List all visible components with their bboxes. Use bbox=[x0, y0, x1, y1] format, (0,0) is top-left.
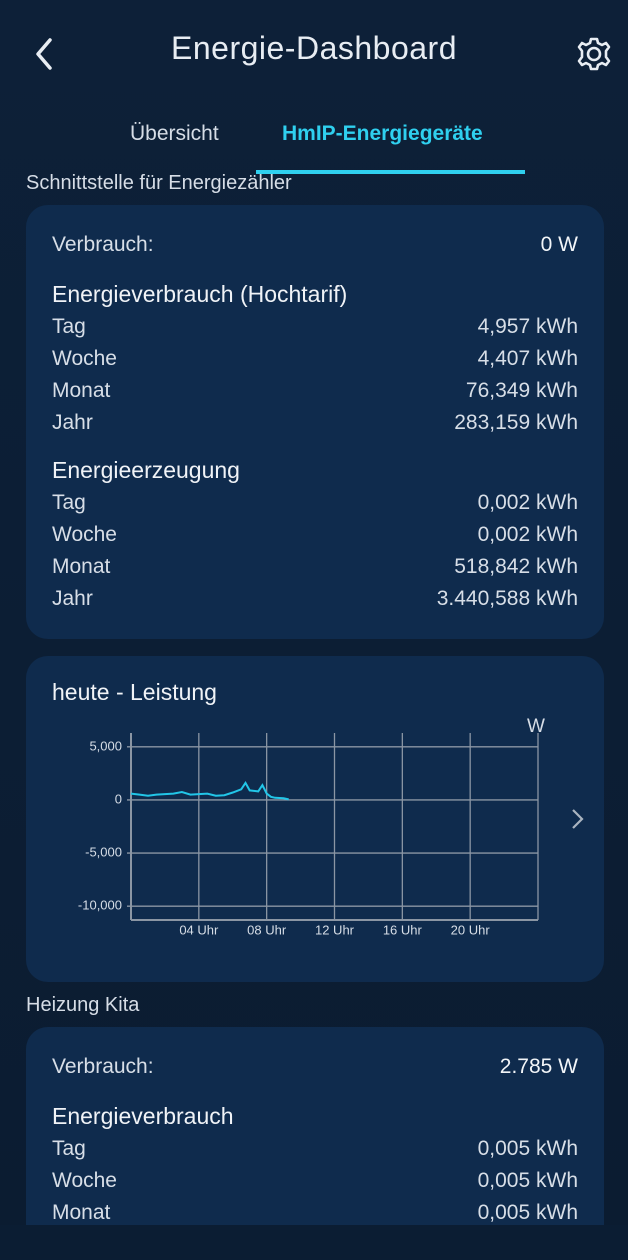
energy-group: Energieverbrauch (Hochtarif) Tag 4,957 kWh… bbox=[52, 277, 578, 439]
energy-row: Woche 4,407 kWh bbox=[52, 343, 578, 375]
group-title: Energieerzeugung bbox=[52, 457, 240, 483]
tab-active[interactable]: HmIP-Energiegeräte bbox=[282, 122, 483, 145]
energy-group: Energieerzeugung Tag 0,002 kWh Woche 0,002 k… bbox=[52, 453, 578, 615]
energy-row: Woche 0,002 kWh bbox=[52, 519, 578, 551]
energy-row: Tag 4,957 kWh bbox=[52, 311, 578, 343]
consumption-label: Verbrauch: bbox=[52, 233, 154, 256]
row-label: Woche bbox=[52, 347, 117, 370]
y-tick-label: -10,000 bbox=[78, 898, 122, 913]
row-value: 4,407 kWh bbox=[477, 347, 578, 370]
row-value: 0,005 kWh bbox=[477, 1201, 578, 1224]
row-value: 4,957 kWh bbox=[477, 315, 578, 338]
energy-row: Monat 76,349 kWh bbox=[52, 375, 578, 407]
consumption-value: 2.785 W bbox=[499, 1055, 578, 1078]
x-tick-label: 20 Uhr bbox=[451, 922, 491, 937]
settings-button[interactable] bbox=[574, 34, 614, 74]
x-tick-label: 04 Uhr bbox=[179, 922, 219, 937]
data-line bbox=[130, 780, 289, 801]
row-label: Monat bbox=[52, 1201, 111, 1224]
x-tick-label: 08 Uhr bbox=[247, 922, 287, 937]
row-label: Jahr bbox=[52, 411, 93, 434]
row-value: 0,002 kWh bbox=[477, 523, 578, 546]
row-value: 76,349 kWh bbox=[465, 379, 578, 402]
row-value: 0,005 kWh bbox=[477, 1169, 578, 1192]
device-card: Verbrauch: 2.785 W Energieverbrauch Tag 0,00… bbox=[26, 1027, 604, 1225]
page: Energie-Dashboard Übersicht HmIP-Energie… bbox=[0, 0, 628, 1225]
energy-row: Tag 0,002 kWh bbox=[52, 487, 578, 519]
header-title: Energie-Dashboard bbox=[171, 30, 457, 66]
energy-row: Jahr 3.440,588 kWh bbox=[52, 583, 578, 615]
chart-title: heute - Leistung bbox=[52, 679, 217, 705]
row-value: 3.440,588 kWh bbox=[436, 587, 578, 610]
y-tick-label: 0 bbox=[115, 791, 122, 806]
energy-group: Energieverbrauch Tag 0,005 kWh Woche 0,005 k… bbox=[52, 1099, 578, 1225]
group-title: Energieverbrauch bbox=[52, 1103, 234, 1129]
device-card: Verbrauch: 0 W Energieverbrauch (Hochtarif… bbox=[26, 205, 604, 639]
row-label: Monat bbox=[52, 379, 111, 402]
row-label: Woche bbox=[52, 523, 117, 546]
row-label: Tag bbox=[52, 491, 86, 514]
group-title: Energieverbrauch (Hochtarif) bbox=[52, 281, 348, 307]
tab[interactable]: Übersicht bbox=[130, 122, 219, 145]
energy-row: Woche 0,005 kWh bbox=[52, 1165, 578, 1197]
row-label: Tag bbox=[52, 1137, 86, 1160]
section-label: Heizung Kita bbox=[26, 994, 140, 1016]
row-value: 518,842 kWh bbox=[454, 555, 578, 578]
row-label: Tag bbox=[52, 315, 86, 338]
row-label: Jahr bbox=[52, 587, 93, 610]
back-button[interactable] bbox=[30, 34, 60, 74]
row-value: 0,002 kWh bbox=[477, 491, 578, 514]
section-label: Schnittstelle für Energiezähler bbox=[26, 172, 292, 194]
y-unit: W bbox=[527, 716, 545, 737]
energy-row: Tag 0,005 kWh bbox=[52, 1133, 578, 1165]
consumption-row: Verbrauch: 0 W bbox=[52, 229, 578, 261]
row-label: Woche bbox=[52, 1169, 117, 1192]
energy-row: Monat 0,005 kWh bbox=[52, 1197, 578, 1225]
chart-card[interactable]: heute - Leistung W 5,000 0 -5,000 -10,000 04… bbox=[26, 656, 604, 982]
consumption-label: Verbrauch: bbox=[52, 1055, 154, 1078]
row-value: 283,159 kWh bbox=[454, 411, 578, 434]
row-value: 0,005 kWh bbox=[477, 1137, 578, 1160]
x-tick-label: 12 Uhr bbox=[315, 922, 355, 937]
row-label: Monat bbox=[52, 555, 111, 578]
consumption-value: 0 W bbox=[540, 233, 578, 256]
y-tick-label: 5,000 bbox=[89, 738, 122, 753]
x-tick-label: 16 Uhr bbox=[383, 922, 423, 937]
chart: heute - Leistung W 5,000 0 -5,000 -10,000 04… bbox=[52, 679, 584, 937]
tab-indicator bbox=[256, 170, 525, 174]
y-tick-label: -5,000 bbox=[85, 845, 122, 860]
energy-row: Jahr 283,159 kWh bbox=[52, 407, 578, 439]
energy-row: Monat 518,842 kWh bbox=[52, 551, 578, 583]
consumption-row: Verbrauch: 2.785 W bbox=[52, 1051, 578, 1083]
next-chevron[interactable] bbox=[572, 809, 584, 829]
